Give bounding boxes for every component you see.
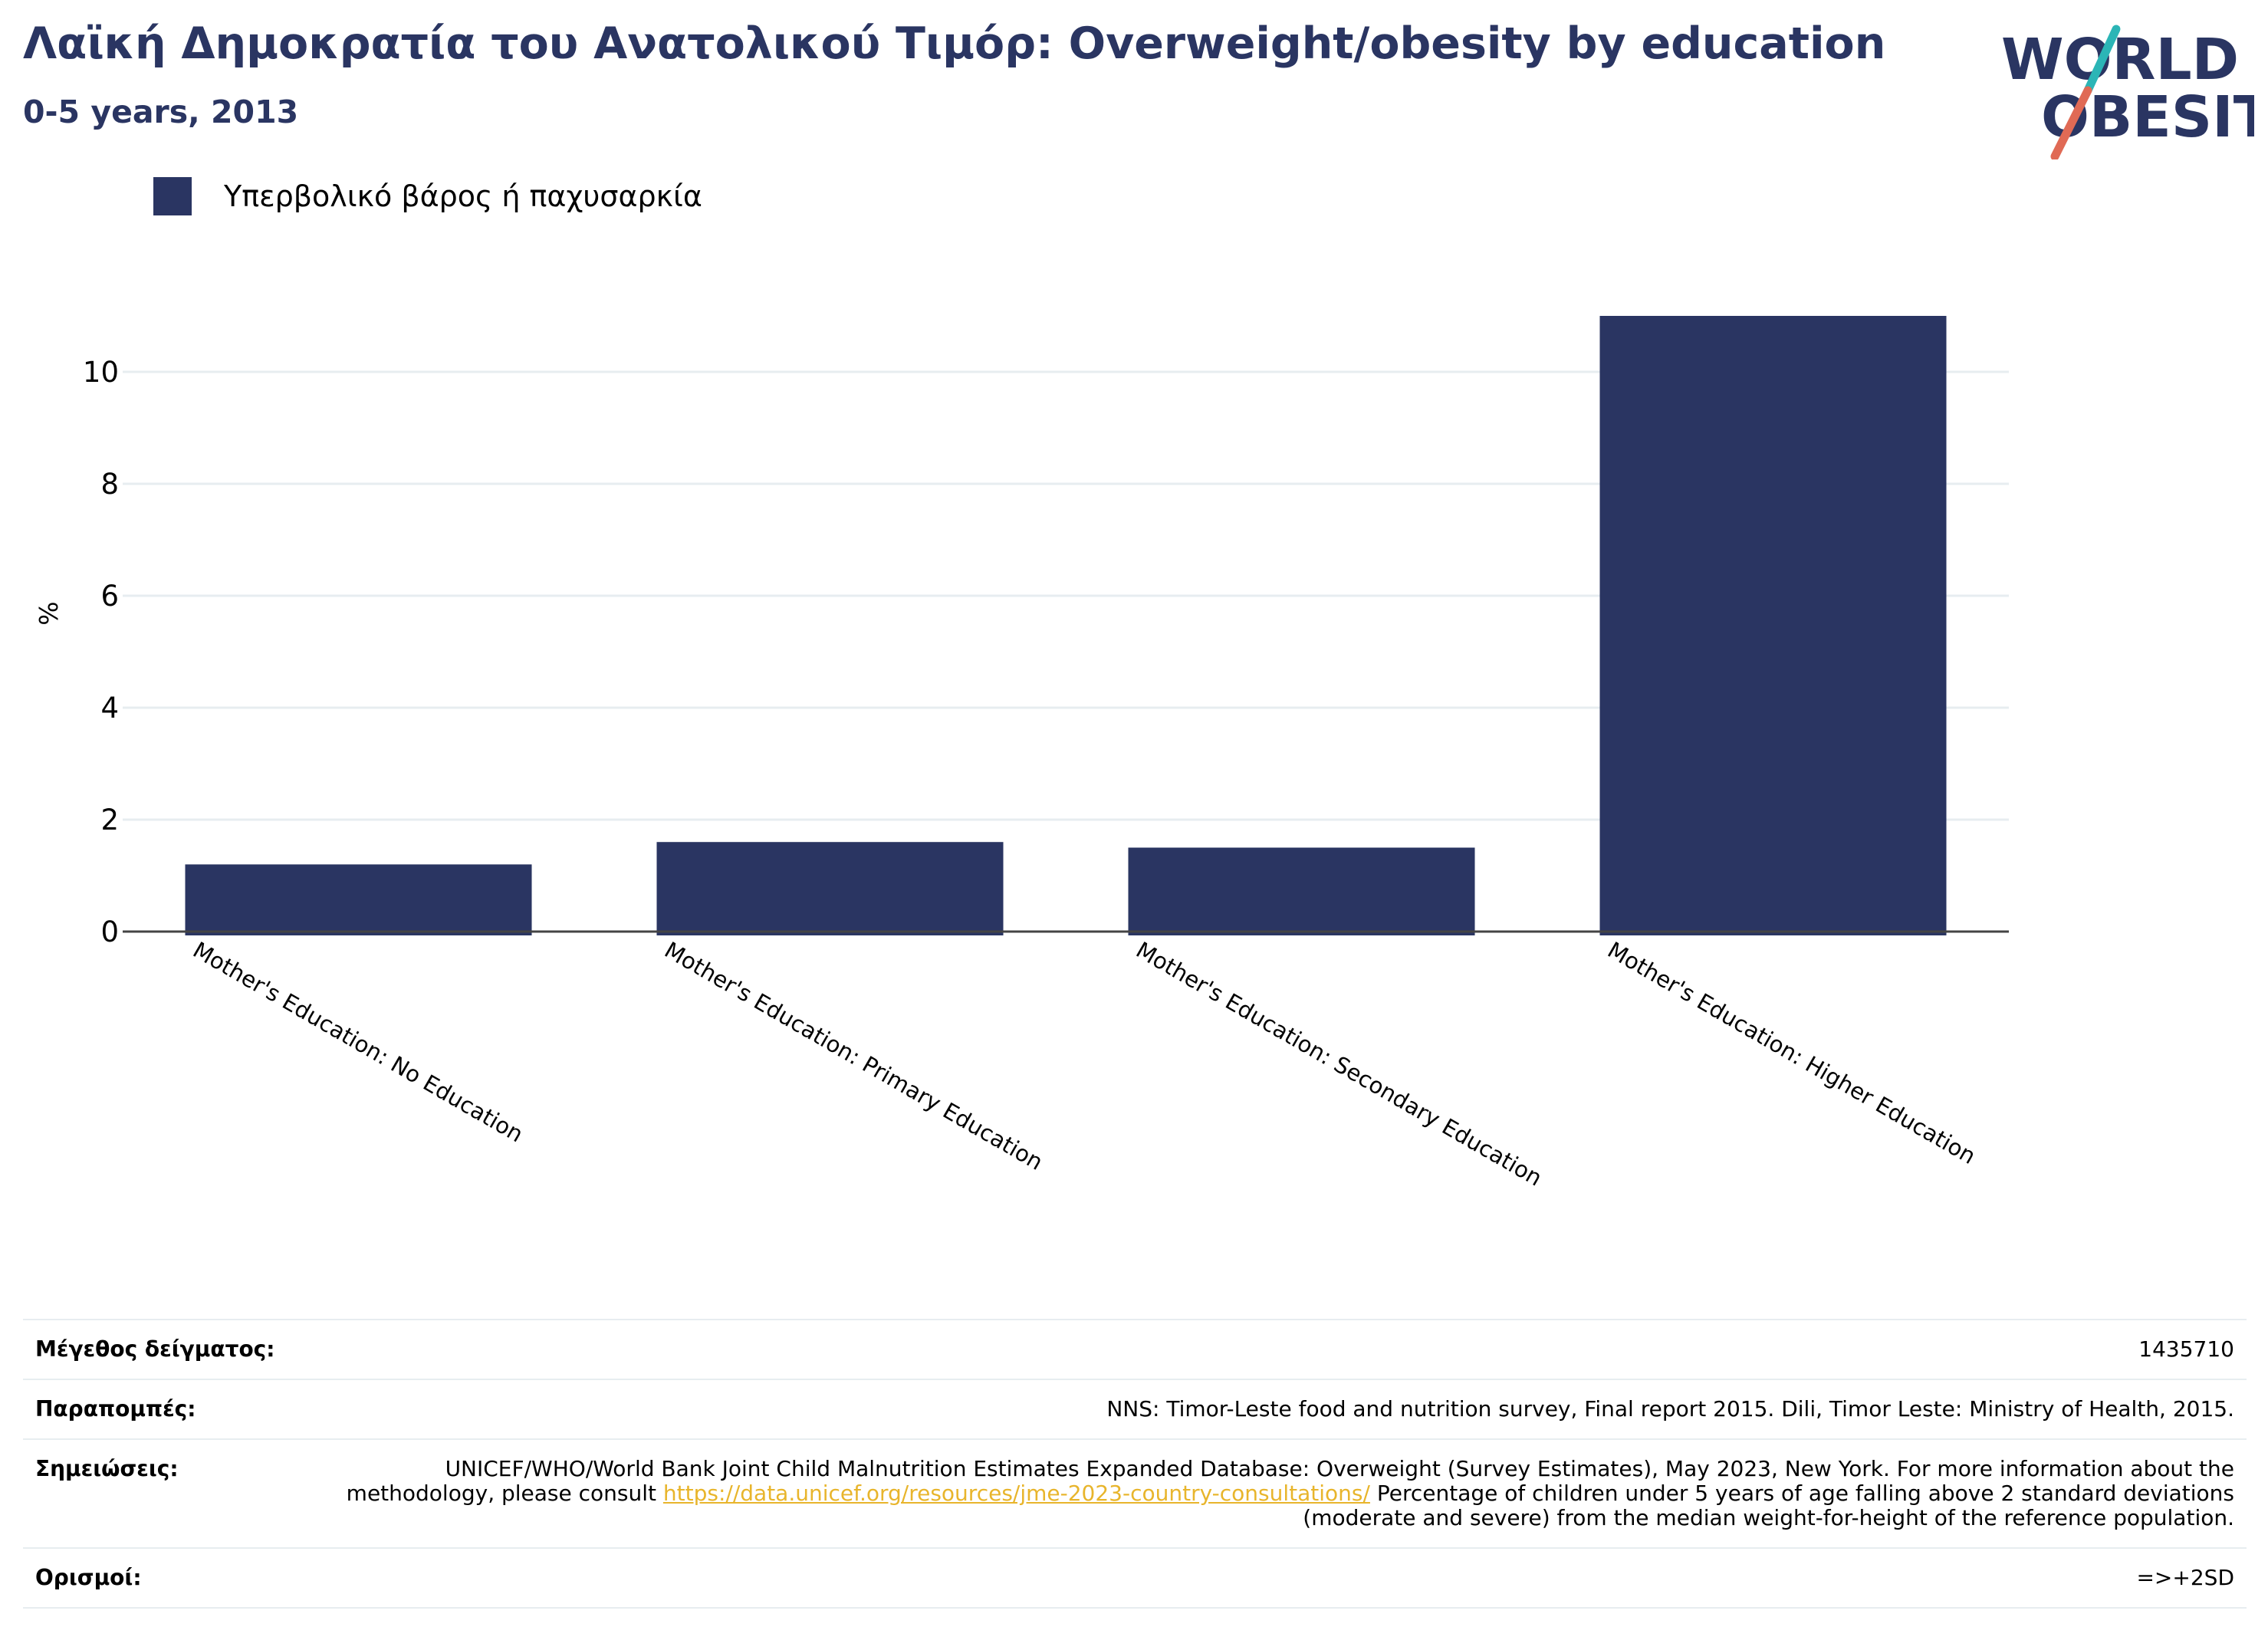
info-row-definitions: Ορισμοί: =>+2SD	[23, 1547, 2247, 1609]
sample-size-label: Μέγεθος δείγματος:	[23, 1319, 301, 1380]
chart-legend: Υπερβολικό βάρος ή παχυσαρκία	[153, 176, 702, 216]
references-label: Παραπομπές:	[23, 1379, 301, 1440]
y-tick-label: 2	[100, 804, 119, 837]
x-category-label: Mother's Education: Higher Education	[1603, 937, 1980, 1169]
chart-subtitle: 0-5 years, 2013	[23, 94, 299, 130]
bar-chart: 0 2 4 6 8 10 Mother's Education: No Education…	[34, 316, 2009, 1191]
definitions-label: Ορισμοί:	[23, 1547, 301, 1609]
y-tick-label: 4	[100, 692, 119, 725]
info-row-references: Παραπομπές: NNS: Timor-Leste food and nu…	[23, 1379, 2247, 1440]
bar	[1128, 847, 1475, 935]
legend-swatch	[153, 177, 192, 215]
notes-value: UNICEF/WHO/World Bank Joint Child Malnut…	[301, 1438, 2247, 1549]
bar	[185, 864, 532, 935]
y-tick-label: 8	[100, 468, 119, 501]
bar	[656, 842, 1004, 935]
y-tick-label: 6	[100, 580, 119, 613]
references-value: NNS: Timor-Leste food and nutrition surv…	[301, 1379, 2247, 1440]
info-row-notes: Σημειώσεις: UNICEF/WHO/World Bank Joint …	[23, 1438, 2247, 1549]
y-tick-label: 0	[100, 915, 119, 948]
bars	[185, 316, 1947, 935]
logo-text-world: WORLD	[2001, 27, 2239, 93]
bar	[1599, 316, 1947, 935]
logo-slash-coral	[2050, 86, 2092, 159]
y-tick-label: 10	[83, 356, 119, 389]
y-axis-ticks: 0 2 4 6 8 10	[83, 356, 119, 948]
definitions-value: =>+2SD	[301, 1547, 2247, 1609]
chart-title: Λαϊκή Δημοκρατία του Ανατολικού Τιμόρ: O…	[23, 18, 1886, 69]
x-category-label: Mother's Education: No Education	[189, 937, 528, 1148]
info-row-sample-size: Μέγεθος δείγματος: 1435710	[23, 1319, 2247, 1380]
notes-text-after: Percentage of children under 5 years of …	[1303, 1481, 2234, 1530]
info-table: Μέγεθος δείγματος: 1435710 Παραπομπές: N…	[23, 1319, 2247, 1609]
x-category-label: Mother's Education: Primary Education	[660, 937, 1047, 1175]
notes-label: Σημειώσεις:	[23, 1438, 301, 1549]
notes-text-before: UNICEF/WHO/World Bank Joint Child Malnut…	[346, 1456, 2234, 1506]
methodology-link[interactable]: https://data.unicef.org/resources/jme-20…	[662, 1481, 1370, 1506]
y-axis-title: %	[34, 601, 64, 625]
logo-slash-teal	[2083, 25, 2121, 95]
x-axis-categories: Mother's Education: No Education Mother's…	[189, 937, 1980, 1191]
legend-label: Υπερβολικό βάρος ή παχυσαρκία	[224, 179, 702, 213]
x-category-label: Mother's Education: Secondary Education	[1132, 937, 1547, 1191]
world-obesity-logo: WORLD OBESITY	[2001, 25, 2254, 159]
sample-size-value: 1435710	[301, 1319, 2247, 1380]
